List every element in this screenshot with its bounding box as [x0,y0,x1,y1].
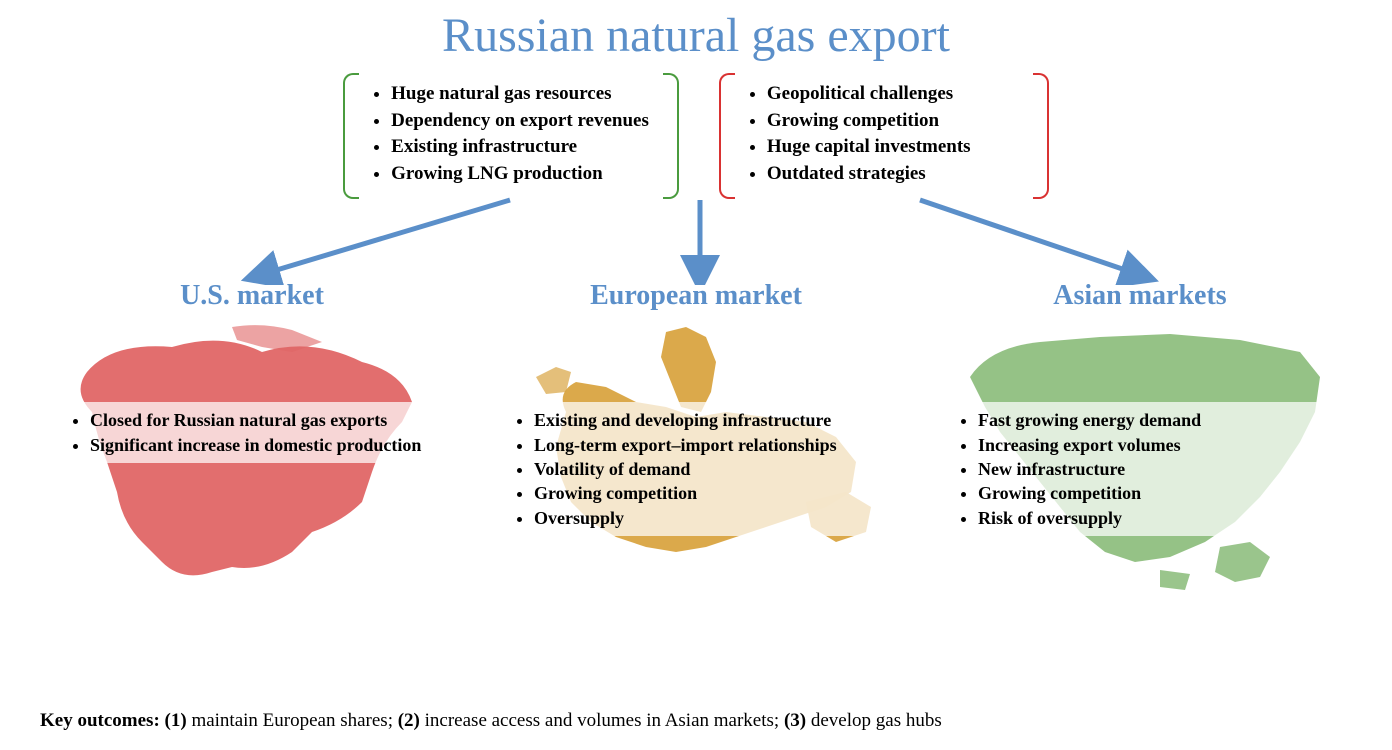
outcome-number-1: (1) [165,710,192,731]
us-market-panel: U.S. market Closed for Russian natural g… [42,280,462,602]
outcome-text-1: maintain European shares; [191,710,393,731]
outcome-number-3: (3) [784,710,811,731]
us-map-container: Closed for Russian natural gas exports S… [42,322,462,602]
strengths-list: Huge natural gas resources Dependency on… [373,81,649,187]
outcome-number-2: (2) [398,710,425,731]
list-item: Existing infrastructure [391,134,649,161]
challenges-box: Geopolitical challenges Growing competit… [719,73,1049,195]
arrows-container [0,195,1392,285]
asia-map-container: Fast growing energy demand Increasing ex… [930,322,1350,602]
list-item: Oversupply [534,506,892,530]
markets-row: U.S. market Closed for Russian natural g… [0,280,1392,602]
list-item: Growing competition [978,481,1336,505]
list-item: New infrastructure [978,457,1336,481]
list-item: Increasing export volumes [978,433,1336,457]
list-item: Risk of oversupply [978,506,1336,530]
european-market-list: Existing and developing infrastructure L… [506,402,896,535]
list-item: Outdated strategies [767,161,1019,188]
list-item: Long-term export–import relationships [534,433,892,457]
list-item: Growing LNG production [391,161,649,188]
list-item: Volatility of demand [534,457,892,481]
us-market-list: Closed for Russian natural gas exports S… [62,402,452,463]
top-factor-boxes: Huge natural gas resources Dependency on… [0,73,1392,195]
key-outcomes-line: Key outcomes: (1) maintain European shar… [0,710,1392,732]
list-item: Fast growing energy demand [978,408,1336,432]
arrow-to-us [260,200,510,275]
main-title: Russian natural gas export [0,0,1392,63]
list-item: Huge natural gas resources [391,81,649,108]
europe-map-container: Existing and developing infrastructure L… [486,322,906,602]
outcome-text-3: develop gas hubs [811,710,942,731]
arrow-to-asia [920,200,1140,275]
list-item: Geopolitical challenges [767,81,1019,108]
list-item: Closed for Russian natural gas exports [90,408,448,432]
list-item: Growing competition [767,108,1019,135]
asian-market-panel: Asian markets Fast growing energy demand… [930,280,1350,602]
european-market-panel: European market Existing and developing … [486,280,906,602]
asian-market-list: Fast growing energy demand Increasing ex… [950,402,1340,535]
list-item: Huge capital investments [767,134,1019,161]
list-item: Dependency on export revenues [391,108,649,135]
us-market-title: U.S. market [42,280,462,312]
list-item: Growing competition [534,481,892,505]
outcome-text-2: increase access and volumes in Asian mar… [425,710,780,731]
key-outcomes-label: Key outcomes: [40,710,160,731]
strengths-box: Huge natural gas resources Dependency on… [343,73,679,195]
asian-market-title: Asian markets [930,280,1350,312]
challenges-list: Geopolitical challenges Growing competit… [749,81,1019,187]
european-market-title: European market [486,280,906,312]
list-item: Existing and developing infrastructure [534,408,892,432]
list-item: Significant increase in domestic product… [90,433,448,457]
